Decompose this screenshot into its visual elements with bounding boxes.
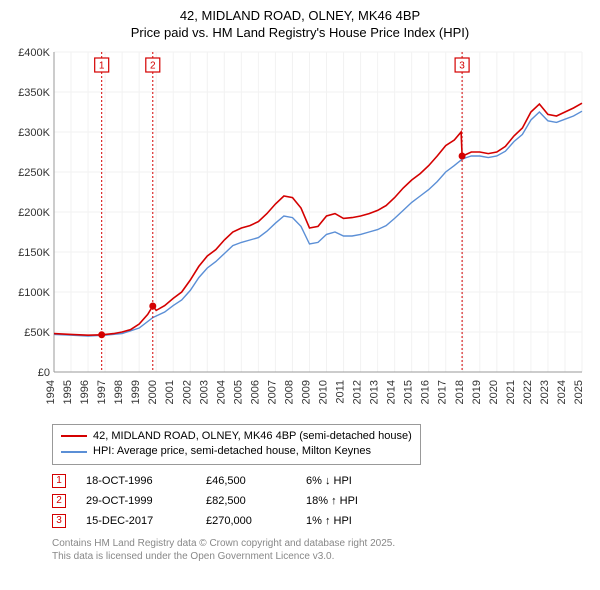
svg-text:1994: 1994 [45, 380, 57, 404]
svg-text:2005: 2005 [232, 380, 244, 404]
svg-text:£400K: £400K [18, 48, 50, 59]
svg-text:2002: 2002 [181, 380, 193, 404]
record-date: 29-OCT-1999 [86, 495, 186, 507]
chart-svg: £0 £50K £100K £150K £200K £250K £300K £350K £400… [12, 48, 588, 418]
legend: 42, MIDLAND ROAD, OLNEY, MK46 4BP (semi-… [52, 424, 421, 465]
sale-point [459, 152, 466, 159]
series-property [54, 103, 582, 335]
svg-text:£100K: £100K [18, 287, 50, 299]
legend-item: 42, MIDLAND ROAD, OLNEY, MK46 4BP (semi-… [61, 429, 412, 444]
sale-point [149, 302, 156, 309]
svg-text:2024: 2024 [556, 380, 568, 404]
svg-text:2022: 2022 [522, 380, 534, 404]
svg-text:2021: 2021 [505, 380, 517, 404]
chart-area: £0 £50K £100K £150K £200K £250K £300K £350K £400… [12, 48, 588, 418]
legend-label: 42, MIDLAND ROAD, OLNEY, MK46 4BP (semi-… [93, 429, 412, 444]
record-date: 15-DEC-2017 [86, 515, 186, 527]
legend-swatch [61, 435, 87, 437]
footer-line-2: This data is licensed under the Open Gov… [52, 550, 588, 563]
legend-item: HPI: Average price, semi-detached house,… [61, 444, 412, 459]
svg-text:2025: 2025 [573, 380, 585, 404]
svg-text:2010: 2010 [318, 380, 330, 404]
record-change: 18% ↑ HPI [306, 495, 406, 507]
chart-container: 42, MIDLAND ROAD, OLNEY, MK46 4BP Price … [0, 0, 600, 590]
svg-text:2006: 2006 [249, 380, 261, 404]
title-line-2: Price paid vs. HM Land Registry's House … [12, 25, 588, 42]
record-marker: 2 [52, 494, 66, 508]
svg-text:2020: 2020 [488, 380, 500, 404]
sale-records: 1 18-OCT-1996 £46,500 6% ↓ HPI 2 29-OCT-… [52, 471, 588, 531]
svg-text:2023: 2023 [539, 380, 551, 404]
svg-text:2000: 2000 [147, 380, 159, 404]
svg-text:£0: £0 [38, 367, 50, 379]
svg-text:2009: 2009 [300, 380, 312, 404]
sale-record: 1 18-OCT-1996 £46,500 6% ↓ HPI [52, 471, 588, 491]
svg-text:£50K: £50K [24, 327, 50, 339]
svg-text:1999: 1999 [130, 380, 142, 404]
svg-text:£250K: £250K [18, 167, 50, 179]
svg-text:1996: 1996 [79, 380, 91, 404]
record-change: 6% ↓ HPI [306, 475, 406, 487]
record-price: £46,500 [206, 475, 286, 487]
svg-text:2018: 2018 [454, 380, 466, 404]
svg-text:1997: 1997 [96, 380, 108, 404]
sale-record: 3 15-DEC-2017 £270,000 1% ↑ HPI [52, 511, 588, 531]
svg-text:£300K: £300K [18, 127, 50, 139]
svg-text:2011: 2011 [335, 380, 347, 404]
svg-text:£350K: £350K [18, 87, 50, 99]
legend-swatch [61, 451, 87, 453]
legend-label: HPI: Average price, semi-detached house,… [93, 444, 371, 459]
marker-number: 2 [150, 60, 156, 71]
sale-record: 2 29-OCT-1999 £82,500 18% ↑ HPI [52, 491, 588, 511]
svg-text:£200K: £200K [18, 207, 50, 219]
svg-text:2014: 2014 [386, 380, 398, 404]
record-marker: 1 [52, 474, 66, 488]
svg-text:2016: 2016 [420, 380, 432, 404]
svg-text:2004: 2004 [215, 380, 227, 404]
svg-text:1998: 1998 [113, 380, 125, 404]
svg-text:2017: 2017 [437, 380, 449, 404]
chart-title: 42, MIDLAND ROAD, OLNEY, MK46 4BP Price … [12, 8, 588, 42]
svg-text:1995: 1995 [62, 380, 74, 404]
record-date: 18-OCT-1996 [86, 475, 186, 487]
series-hpi [54, 111, 582, 336]
footer: Contains HM Land Registry data © Crown c… [52, 537, 588, 563]
marker-number: 3 [459, 60, 465, 71]
sale-point [98, 331, 105, 338]
record-price: £270,000 [206, 515, 286, 527]
record-change: 1% ↑ HPI [306, 515, 406, 527]
svg-text:2001: 2001 [164, 380, 176, 404]
record-marker: 3 [52, 514, 66, 528]
record-price: £82,500 [206, 495, 286, 507]
marker-number: 1 [99, 60, 105, 71]
svg-text:2012: 2012 [352, 380, 364, 404]
footer-line-1: Contains HM Land Registry data © Crown c… [52, 537, 588, 550]
svg-text:£150K: £150K [18, 247, 50, 259]
svg-text:2008: 2008 [283, 380, 295, 404]
title-line-1: 42, MIDLAND ROAD, OLNEY, MK46 4BP [12, 8, 588, 25]
svg-text:2013: 2013 [369, 380, 381, 404]
svg-text:2003: 2003 [198, 380, 210, 404]
svg-text:2019: 2019 [471, 380, 483, 404]
svg-text:2015: 2015 [403, 380, 415, 404]
svg-text:2007: 2007 [266, 380, 278, 404]
